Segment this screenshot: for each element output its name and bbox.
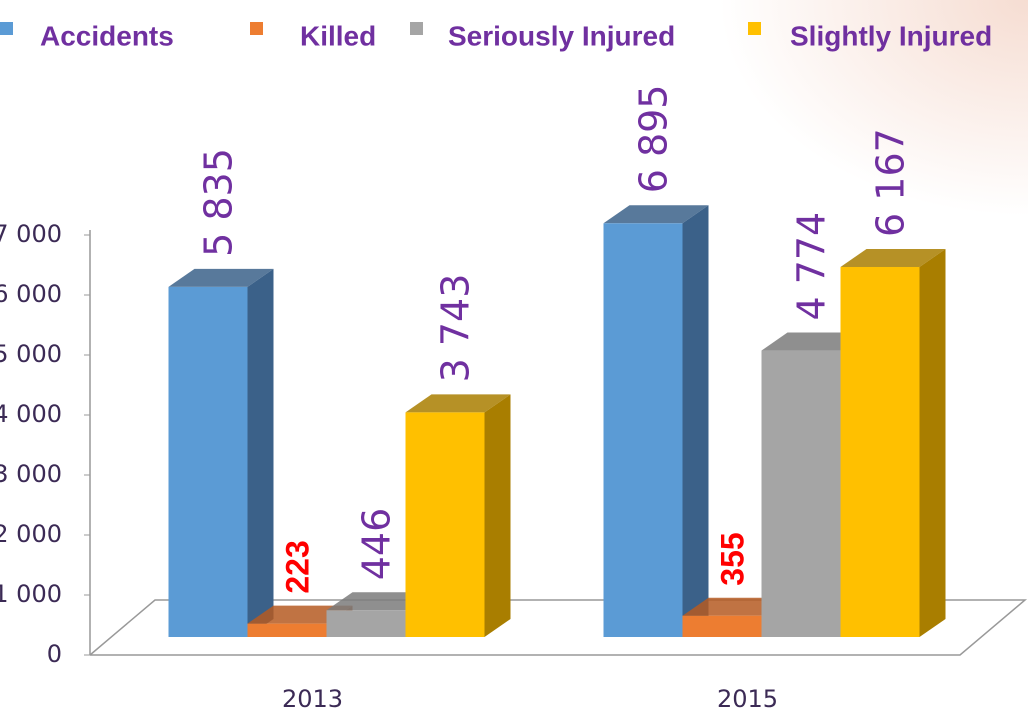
data-label: 6 895 xyxy=(632,85,676,194)
bar xyxy=(247,623,327,637)
data-label: 6 167 xyxy=(869,128,913,237)
x-tick-label: 2013 xyxy=(282,685,343,713)
bar-top xyxy=(168,268,274,287)
bar xyxy=(603,223,683,638)
bar-top xyxy=(761,332,867,351)
y-tick-label: 6 000 xyxy=(0,280,62,308)
bar-top xyxy=(603,205,709,224)
bar xyxy=(761,350,841,637)
bar-side xyxy=(484,394,511,637)
bar-top xyxy=(405,394,511,413)
data-label: 446 xyxy=(355,508,399,581)
floor xyxy=(89,230,1028,656)
x-tick-label: 2015 xyxy=(717,685,778,713)
data-label: 5 835 xyxy=(197,148,241,257)
bar xyxy=(405,412,485,637)
y-tick-label: 4 000 xyxy=(0,400,62,428)
legend-swatch xyxy=(250,22,263,35)
data-label: 4 774 xyxy=(790,212,834,321)
y-tick-label: 1 000 xyxy=(0,580,62,608)
y-tick-label: 2 000 xyxy=(0,520,62,548)
bar-top xyxy=(682,597,788,616)
data-label: 3 743 xyxy=(434,274,478,383)
legend-label: Killed xyxy=(300,20,376,51)
y-tick-label: 7 000 xyxy=(0,220,62,248)
bar xyxy=(682,615,762,637)
bar-side xyxy=(247,268,274,637)
bar xyxy=(326,610,406,637)
data-label: 223 xyxy=(279,540,315,593)
legend-swatch xyxy=(748,22,761,35)
bar xyxy=(168,286,248,637)
bar-side xyxy=(919,248,946,638)
bar-top xyxy=(247,605,353,624)
legend-label: Accidents xyxy=(40,20,174,51)
legend-swatch xyxy=(410,22,423,35)
data-label: 355 xyxy=(714,532,750,585)
bar-side xyxy=(682,205,709,638)
legend-label: Seriously Injured xyxy=(448,20,675,51)
bar xyxy=(840,266,920,637)
legend-swatch xyxy=(0,22,13,35)
bar-top xyxy=(326,592,432,611)
y-tick-label: 3 000 xyxy=(0,460,62,488)
y-tick-label: 5 000 xyxy=(0,340,62,368)
legend-label: Slightly Injured xyxy=(790,20,992,51)
bar-top xyxy=(840,248,946,267)
y-tick-label: 0 xyxy=(47,640,62,668)
